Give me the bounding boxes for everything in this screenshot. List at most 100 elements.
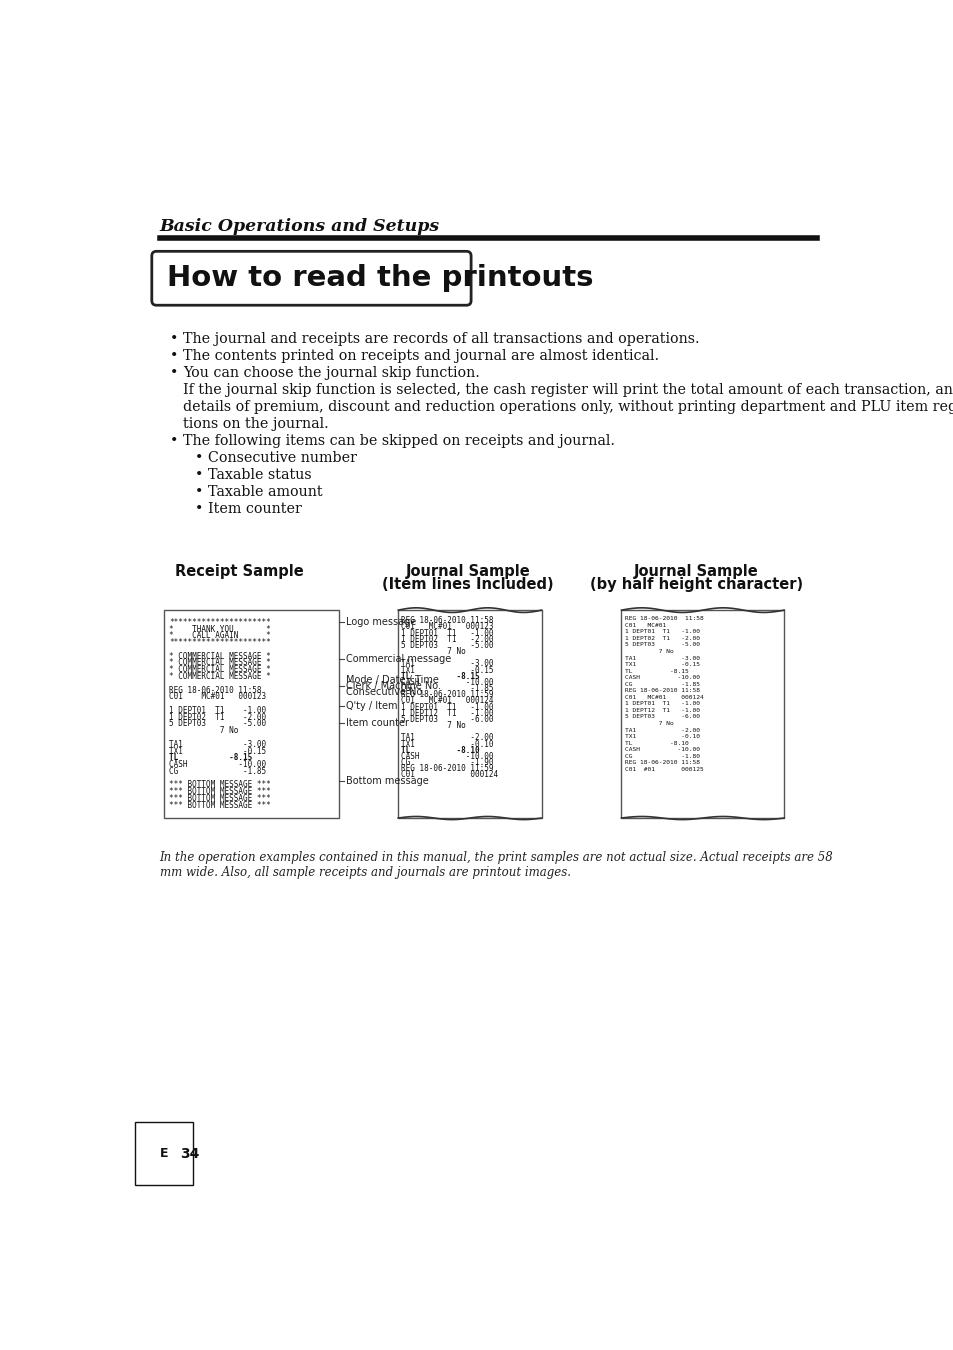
Text: CASH           -10.00: CASH -10.00	[169, 760, 266, 770]
Text: TL          -8.10: TL -8.10	[624, 741, 687, 745]
Text: *** BOTTOM MESSAGE ***: *** BOTTOM MESSAGE ***	[169, 794, 271, 803]
Text: TX1            -0.10: TX1 -0.10	[624, 734, 699, 738]
Text: 1 DEPT02  T1   -2.00: 1 DEPT02 T1 -2.00	[624, 636, 699, 641]
Text: Consecutive No.: Consecutive No.	[345, 687, 424, 697]
Text: Journal Sample: Journal Sample	[634, 564, 759, 579]
Text: C01   MC#01: C01 MC#01	[624, 622, 665, 628]
Text: •: •	[170, 433, 178, 448]
Text: 1 DEPT02  T1    -2.00: 1 DEPT02 T1 -2.00	[169, 713, 266, 722]
Text: REG 18-06-2010 11:58: REG 18-06-2010 11:58	[624, 760, 699, 765]
Text: TL           -8.15: TL -8.15	[169, 753, 252, 763]
Text: 7 No: 7 No	[624, 649, 673, 653]
Text: TA1            -2.00: TA1 -2.00	[401, 733, 494, 743]
Text: •: •	[170, 332, 178, 346]
Text: TA1            -3.00: TA1 -3.00	[401, 659, 494, 668]
Text: Receipt Sample: Receipt Sample	[174, 564, 303, 579]
Text: You can choose the journal skip function.: You can choose the journal skip function…	[183, 366, 479, 379]
Text: TL          -8.15: TL -8.15	[401, 672, 479, 680]
Text: The following items can be skipped on receipts and journal.: The following items can be skipped on re…	[183, 433, 614, 448]
Text: TX1            -0.10: TX1 -0.10	[401, 740, 494, 748]
Text: *** BOTTOM MESSAGE ***: *** BOTTOM MESSAGE ***	[169, 787, 271, 796]
Text: 5 DEPT03       -6.00: 5 DEPT03 -6.00	[624, 714, 699, 720]
Text: TA1            -3.00: TA1 -3.00	[624, 656, 699, 660]
Text: •: •	[195, 501, 203, 516]
Text: REG 18-06-2010  11:58: REG 18-06-2010 11:58	[624, 617, 702, 621]
Text: 7 No: 7 No	[401, 647, 466, 656]
Text: 1 DEPT01  T1    -1.00: 1 DEPT01 T1 -1.00	[169, 706, 266, 716]
Text: Commercial message: Commercial message	[345, 653, 451, 664]
Text: **********************: **********************	[169, 639, 271, 647]
Text: REG 18-06-2010 11:58: REG 18-06-2010 11:58	[169, 686, 261, 695]
Text: TX1            -0.15: TX1 -0.15	[401, 666, 494, 675]
Text: REG 18-06-2010 11:58: REG 18-06-2010 11:58	[401, 617, 494, 625]
Bar	[620, 610, 783, 818]
Text: TL          -8.15: TL -8.15	[624, 668, 687, 674]
Text: CG             -1.85: CG -1.85	[624, 682, 699, 687]
Text: *** BOTTOM MESSAGE ***: *** BOTTOM MESSAGE ***	[169, 780, 271, 790]
Text: * COMMERCIAL MESSAGE *: * COMMERCIAL MESSAGE *	[169, 659, 271, 667]
Text: CASH          -10.00: CASH -10.00	[401, 678, 494, 687]
Bar	[164, 610, 338, 818]
Text: 1 DEPT12  T1   -1.00: 1 DEPT12 T1 -1.00	[401, 709, 494, 718]
Text: Item counter: Item counter	[345, 718, 408, 728]
Text: TA1            -2.00: TA1 -2.00	[624, 728, 699, 733]
Text: If the journal skip function is selected, the cash register will print the total: If the journal skip function is selected…	[183, 383, 953, 397]
Text: C01    MC#01   000123: C01 MC#01 000123	[169, 693, 266, 702]
Text: REG 18-06-2010 11:58: REG 18-06-2010 11:58	[624, 688, 699, 694]
Text: In the operation examples contained in this manual, the print samples are not ac: In the operation examples contained in t…	[159, 850, 832, 879]
Text: CASH          -10.00: CASH -10.00	[624, 747, 699, 752]
Text: CG              -1.85: CG -1.85	[169, 767, 266, 776]
Text: *    CALL AGAIN      *: * CALL AGAIN *	[169, 632, 271, 640]
Text: tions on the journal.: tions on the journal.	[183, 417, 328, 431]
Text: Q'ty / Item: Q'ty / Item	[345, 701, 396, 711]
Text: 7 No: 7 No	[401, 721, 466, 730]
Text: Journal Sample: Journal Sample	[405, 564, 530, 579]
Text: CASH          -10.00: CASH -10.00	[401, 752, 494, 761]
Text: 1 DEPT12  T1   -1.00: 1 DEPT12 T1 -1.00	[624, 707, 699, 713]
Text: Mode / Date / Time: Mode / Date / Time	[345, 675, 438, 684]
Text: 34: 34	[179, 1146, 199, 1161]
Text: (Item lines Included): (Item lines Included)	[382, 578, 554, 593]
Text: •: •	[195, 451, 203, 464]
Text: *    THANK YOU       *: * THANK YOU *	[169, 625, 271, 633]
Text: 5 DEPT03       -5.00: 5 DEPT03 -5.00	[401, 641, 494, 649]
Text: REG 18-06-2010 11:59: REG 18-06-2010 11:59	[401, 764, 494, 774]
Text: REG 18-06-2010 11:59: REG 18-06-2010 11:59	[401, 690, 494, 699]
Text: C01  #01       000125: C01 #01 000125	[624, 767, 702, 772]
Text: 1 DEPT01  T1   -1.00: 1 DEPT01 T1 -1.00	[401, 702, 494, 711]
Text: * COMMERCIAL MESSAGE *: * COMMERCIAL MESSAGE *	[169, 652, 271, 660]
Text: 1 DEPT01  T1   -1.00: 1 DEPT01 T1 -1.00	[401, 629, 494, 637]
Text: Logo message: Logo message	[345, 617, 416, 626]
Text: Clerk / Machine No.: Clerk / Machine No.	[345, 680, 440, 691]
Text: C01   MC#01   000123: C01 MC#01 000123	[401, 622, 494, 632]
Text: •: •	[170, 350, 178, 363]
Text: •: •	[195, 467, 203, 482]
Text: 5 DEPT03        -5.00: 5 DEPT03 -5.00	[169, 720, 266, 729]
Text: CASH          -10.00: CASH -10.00	[624, 675, 699, 680]
Text: 7 No: 7 No	[624, 721, 673, 726]
Text: (by half height character): (by half height character)	[590, 578, 802, 593]
Text: C01            000124: C01 000124	[401, 771, 498, 779]
Text: The contents printed on receipts and journal are almost identical.: The contents printed on receipts and jou…	[183, 350, 659, 363]
Text: E: E	[159, 1148, 168, 1160]
Text: C01   MC#01   000124: C01 MC#01 000124	[401, 697, 494, 706]
Text: 1 DEPT01  T1   -1.00: 1 DEPT01 T1 -1.00	[624, 629, 699, 634]
Text: •: •	[170, 366, 178, 379]
Text: 5 DEPT03       -6.00: 5 DEPT03 -6.00	[401, 716, 494, 724]
Text: * COMMERCIAL MESSAGE *: * COMMERCIAL MESSAGE *	[169, 672, 271, 680]
Bar	[397, 610, 541, 818]
Text: Taxable amount: Taxable amount	[208, 485, 323, 498]
Text: How to read the printouts: How to read the printouts	[167, 265, 593, 292]
Text: CG             -1.90: CG -1.90	[401, 757, 494, 767]
Text: 5 DEPT03       -5.00: 5 DEPT03 -5.00	[624, 643, 699, 648]
Text: •: •	[195, 485, 203, 498]
Text: TX1             -0.15: TX1 -0.15	[169, 747, 266, 756]
Text: * COMMERCIAL MESSAGE *: * COMMERCIAL MESSAGE *	[169, 666, 271, 674]
Text: Taxable status: Taxable status	[208, 467, 312, 482]
Text: CG             -1.85: CG -1.85	[401, 684, 494, 693]
Text: 1 DEPT02  T1   -2.00: 1 DEPT02 T1 -2.00	[401, 634, 494, 644]
Text: 7 No: 7 No	[169, 726, 238, 736]
Text: CG             -1.80: CG -1.80	[624, 753, 699, 759]
Text: details of premium, discount and reduction operations only, without printing dep: details of premium, discount and reducti…	[183, 400, 953, 414]
Text: TX1            -0.15: TX1 -0.15	[624, 662, 699, 667]
